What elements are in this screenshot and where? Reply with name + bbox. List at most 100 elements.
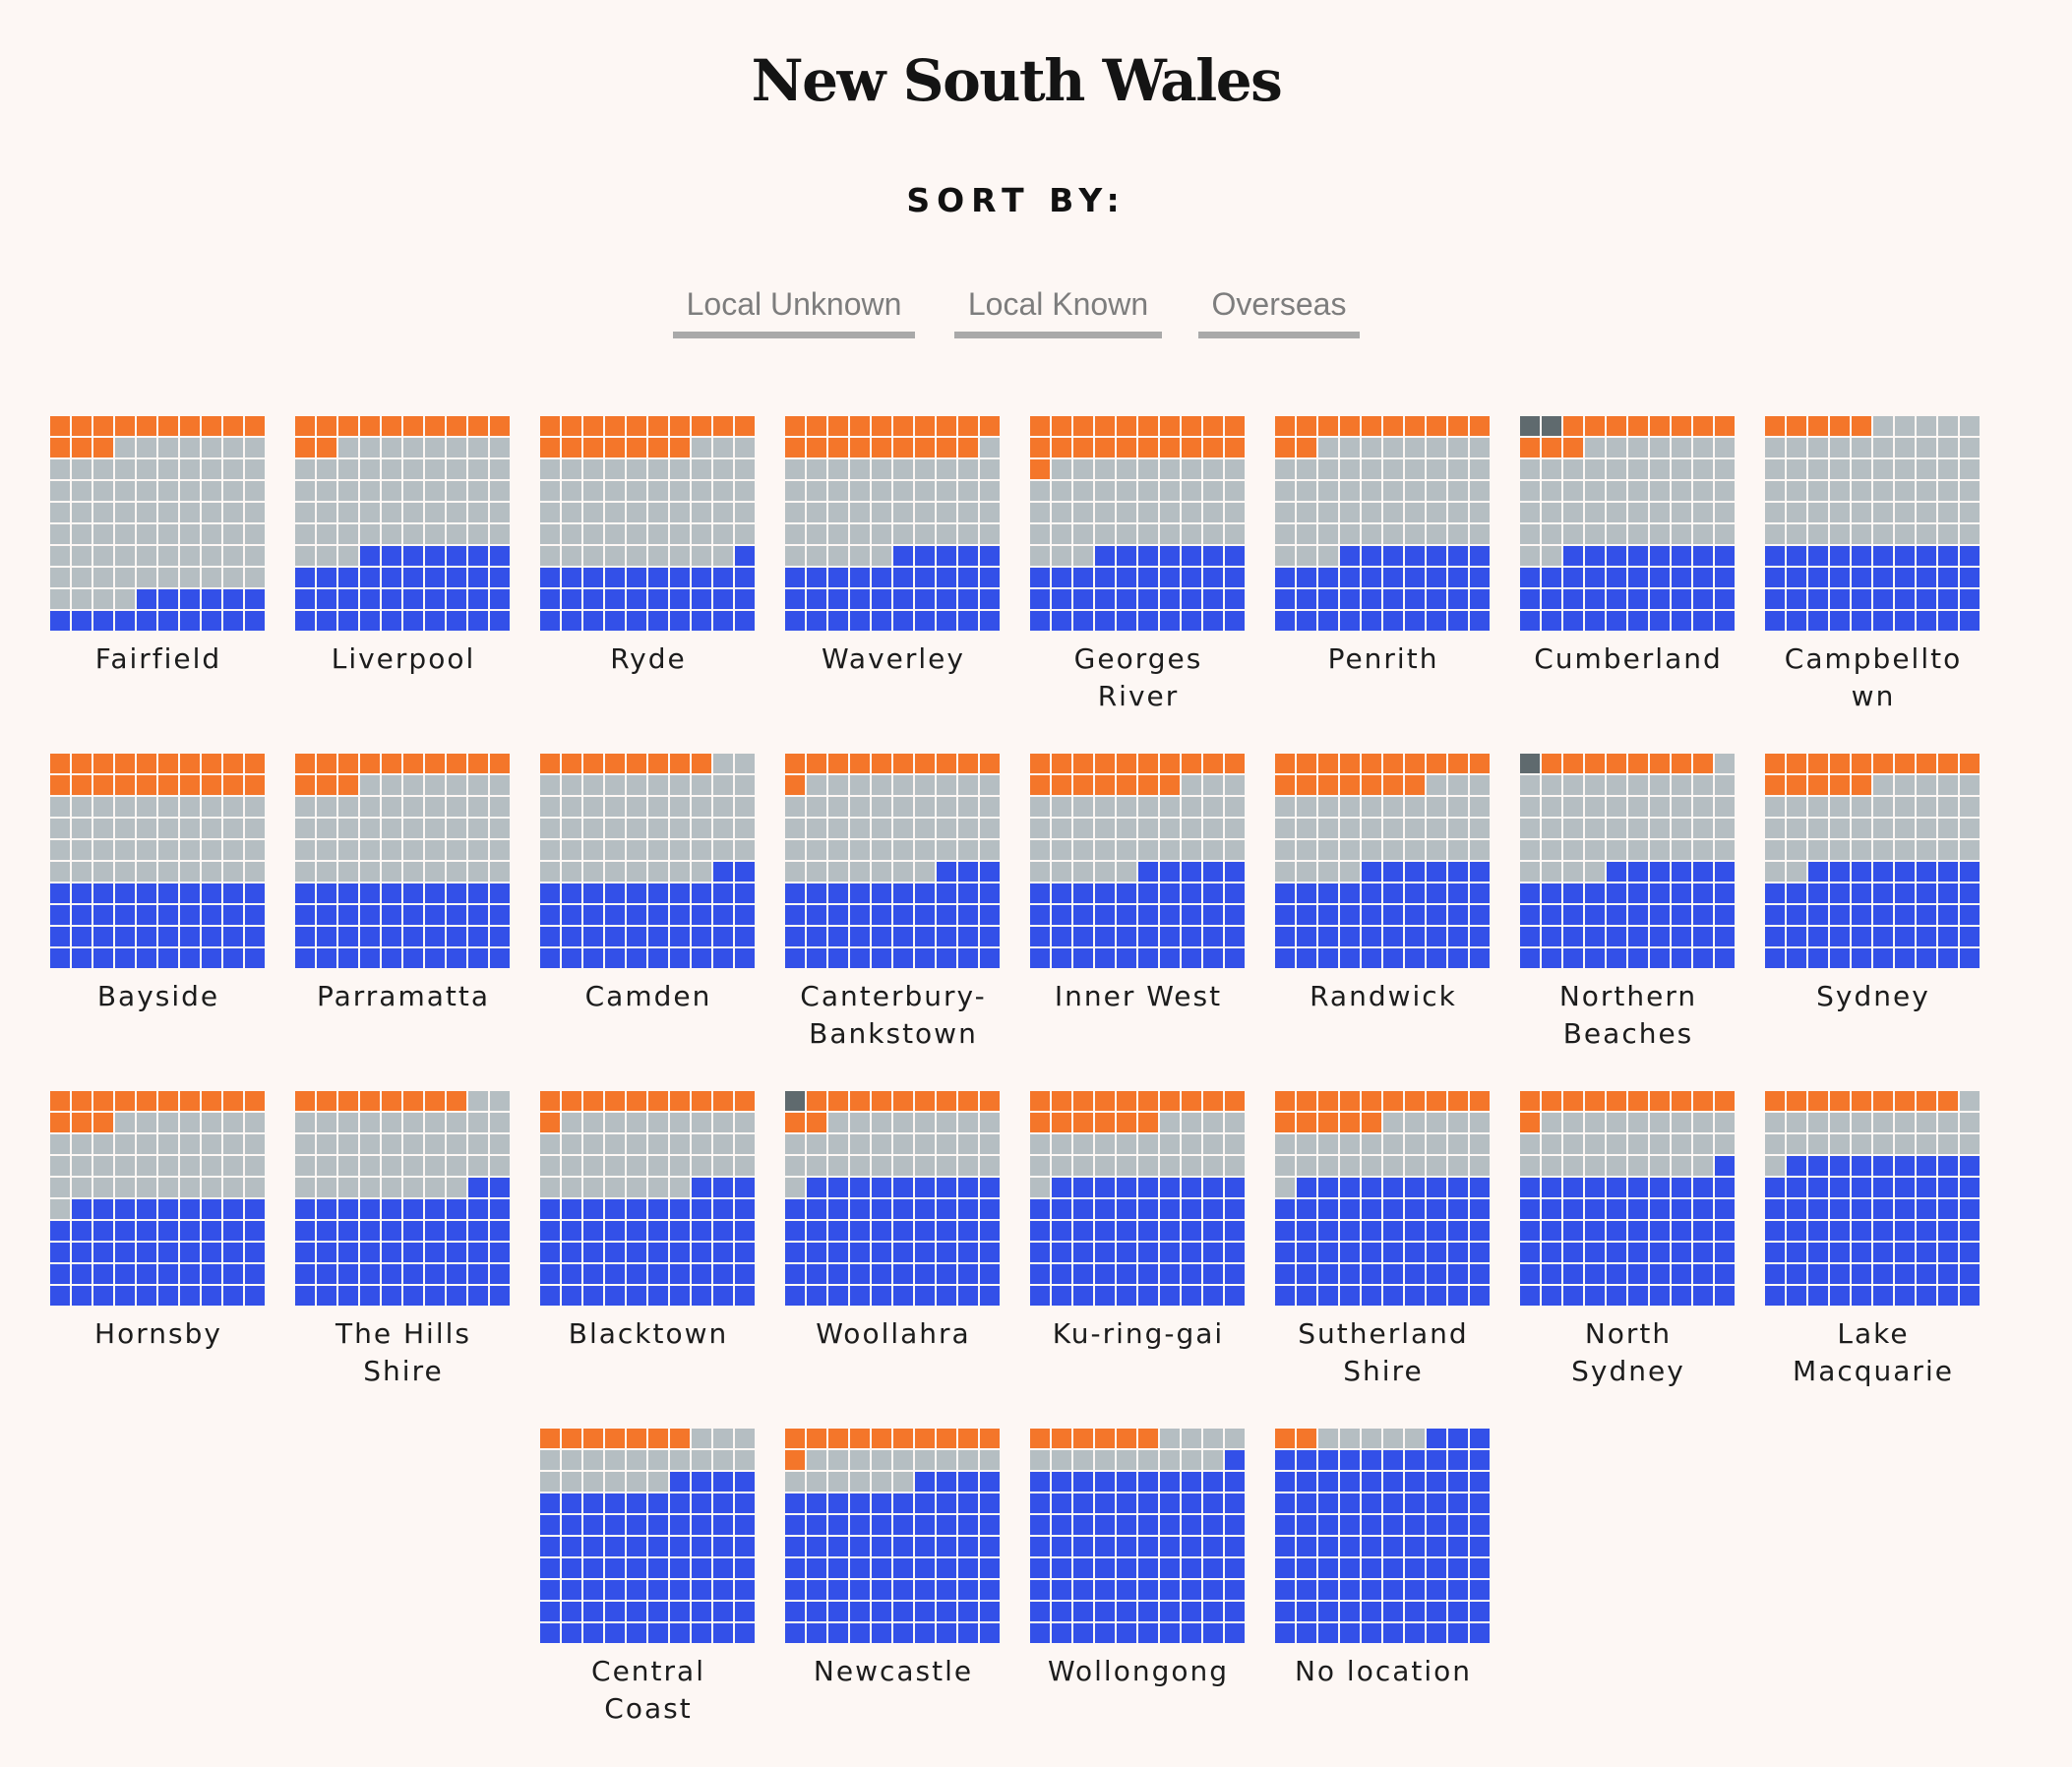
local-known-cell (893, 1580, 913, 1600)
overseas-cell (1095, 459, 1115, 479)
local-known-cell (72, 611, 91, 631)
local-known-cell (692, 1493, 711, 1513)
local-known-cell (785, 884, 805, 903)
local-known-cell (1693, 862, 1713, 882)
local-known-cell (1607, 1178, 1626, 1197)
local-known-cell (1225, 1450, 1245, 1470)
overseas-cell (1830, 1134, 1850, 1154)
overseas-cell (692, 1113, 711, 1132)
overseas-cell (627, 1450, 646, 1470)
local-known-cell (915, 1515, 935, 1535)
local-known-cell (735, 905, 755, 925)
overseas-cell (468, 819, 488, 838)
local-unknown-cell (1520, 438, 1540, 457)
overseas-cell (1427, 438, 1446, 457)
overseas-cell (1787, 503, 1806, 522)
overseas-cell (785, 1472, 805, 1492)
overseas-cell (72, 503, 91, 522)
overseas-cell (562, 862, 581, 882)
local-known-cell (1808, 862, 1828, 882)
district-tile: Parramatta (295, 754, 512, 1012)
local-known-cell (670, 1602, 690, 1621)
local-known-cell (1960, 1178, 1980, 1197)
overseas-cell (1448, 819, 1468, 838)
local-known-cell (540, 1264, 560, 1284)
overseas-cell (1052, 862, 1071, 882)
overseas-cell (1203, 797, 1223, 817)
local-known-cell (1672, 1221, 1691, 1241)
overseas-cell (1542, 459, 1561, 479)
local-unknown-cell (937, 1429, 956, 1448)
overseas-cell (980, 481, 1000, 501)
overseas-cell (1340, 862, 1360, 882)
local-known-cell (1787, 948, 1806, 968)
local-known-cell (958, 1580, 978, 1600)
local-unknown-cell (1030, 416, 1050, 436)
local-known-cell (937, 1264, 956, 1284)
overseas-cell (1030, 1450, 1050, 1470)
district-label: Penrith (1327, 642, 1439, 675)
local-known-cell (1693, 546, 1713, 566)
local-known-cell (1297, 884, 1316, 903)
local-known-cell (980, 1537, 1000, 1556)
overseas-cell (540, 775, 560, 795)
local-known-cell (937, 905, 956, 925)
local-known-cell (425, 589, 445, 609)
local-known-cell (1052, 1286, 1071, 1306)
overseas-cell (1318, 1429, 1338, 1448)
local-known-cell (360, 1243, 380, 1262)
overseas-cell (1362, 524, 1381, 544)
overseas-cell (295, 481, 315, 501)
overseas-cell (1563, 1134, 1583, 1154)
overseas-cell (1873, 1134, 1893, 1154)
local-known-cell (958, 927, 978, 946)
overseas-cell (872, 524, 891, 544)
local-known-cell (828, 1243, 848, 1262)
overseas-cell (627, 862, 646, 882)
local-unknown-cell (1073, 1091, 1093, 1111)
overseas-cell (648, 503, 668, 522)
local-known-cell (1787, 568, 1806, 587)
local-known-cell (1787, 1178, 1806, 1197)
local-known-cell (1117, 546, 1136, 566)
overseas-cell (1830, 1113, 1850, 1132)
local-known-cell (447, 546, 466, 566)
local-unknown-cell (1073, 416, 1093, 436)
overseas-cell (223, 840, 243, 860)
sort-local-unknown-button[interactable]: Local Unknown (673, 275, 915, 338)
local-known-cell (1448, 1178, 1468, 1197)
overseas-cell (1052, 819, 1071, 838)
local-known-cell (540, 927, 560, 946)
local-known-cell (1960, 1221, 1980, 1241)
overseas-cell (1340, 438, 1360, 457)
district-label: Waverley (822, 642, 965, 675)
local-known-cell (1787, 1286, 1806, 1306)
local-known-cell (1095, 1537, 1115, 1556)
overseas-cell (1542, 503, 1561, 522)
overseas-cell (627, 524, 646, 544)
local-known-cell (447, 1221, 466, 1241)
local-unknown-cell (180, 416, 200, 436)
overseas-cell (1693, 1113, 1713, 1132)
overseas-cell (915, 503, 935, 522)
overseas-cell (202, 797, 221, 817)
local-unknown-cell (490, 754, 510, 773)
overseas-cell (1073, 503, 1093, 522)
local-known-cell (425, 927, 445, 946)
sort-local-known-button[interactable]: Local Known (954, 275, 1162, 338)
local-known-cell (1095, 1493, 1115, 1513)
overseas-cell (1225, 1113, 1245, 1132)
overseas-cell (245, 568, 265, 587)
overseas-cell (1808, 503, 1828, 522)
overseas-cell (447, 1134, 466, 1154)
local-known-cell (223, 1243, 243, 1262)
overseas-cell (915, 1156, 935, 1176)
local-known-cell (1383, 568, 1403, 587)
overseas-cell (115, 1134, 135, 1154)
local-known-cell (583, 589, 603, 609)
overseas-cell (1650, 524, 1670, 544)
overseas-cell (137, 1156, 156, 1176)
local-known-cell (1052, 927, 1071, 946)
sort-overseas-button[interactable]: Overseas (1198, 275, 1360, 338)
overseas-cell (828, 1472, 848, 1492)
